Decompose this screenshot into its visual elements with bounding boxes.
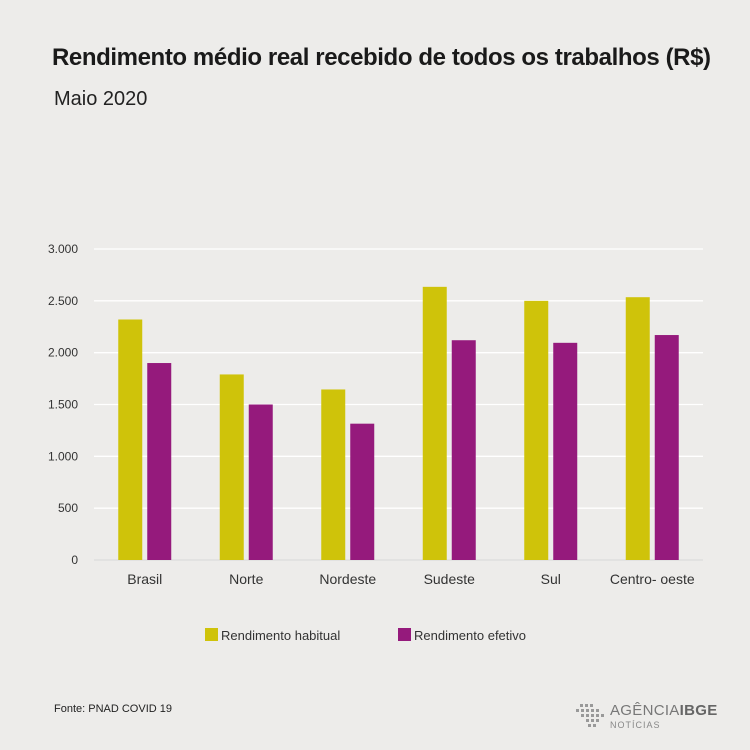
chart-subtitle: Maio 2020 <box>54 88 148 110</box>
bar-habitual <box>219 374 244 560</box>
y-tick-label: 1.500 <box>48 398 78 412</box>
y-tick-label: 1.000 <box>48 449 78 463</box>
logo-name: AGÊNCIAIBGE <box>610 702 718 719</box>
bar-efetivo <box>147 363 172 560</box>
y-tick-label: 500 <box>58 501 78 515</box>
bar-habitual <box>422 286 447 560</box>
bar-habitual <box>118 319 143 560</box>
x-tick-label: Norte <box>229 571 263 587</box>
y-tick-label: 2.000 <box>48 346 78 360</box>
source-note: Fonte: PNAD COVID 19 <box>54 703 172 715</box>
bar-habitual <box>625 297 650 560</box>
y-tick-label: 2.500 <box>48 294 78 308</box>
legend-swatch <box>398 628 411 641</box>
bar-efetivo <box>451 340 476 560</box>
chart-title: Rendimento médio real recebido de todos … <box>52 44 711 71</box>
bar-efetivo <box>553 342 578 560</box>
legend-label: Rendimento habitual <box>221 628 340 643</box>
ibge-brazil-map-icon <box>576 704 604 727</box>
legend-label: Rendimento efetivo <box>414 628 526 643</box>
bar-efetivo <box>654 335 679 560</box>
y-tick-label: 3.000 <box>48 242 78 256</box>
agencia-ibge-logo: AGÊNCIAIBGE NOTÍCIAS <box>576 700 718 736</box>
x-tick-label: Sul <box>541 571 561 587</box>
x-tick-label: Nordeste <box>319 571 376 587</box>
legend-swatch <box>205 628 218 641</box>
bar-efetivo <box>248 404 273 560</box>
x-tick-label: Centro- oeste <box>610 571 695 587</box>
x-tick-label: Brasil <box>127 571 162 587</box>
bar-habitual <box>321 389 346 560</box>
y-tick-label: 0 <box>71 553 78 567</box>
bar-efetivo <box>350 423 375 560</box>
logo-sub: NOTÍCIAS <box>610 720 661 730</box>
bar-habitual <box>524 300 549 560</box>
x-tick-label: Sudeste <box>424 571 476 587</box>
